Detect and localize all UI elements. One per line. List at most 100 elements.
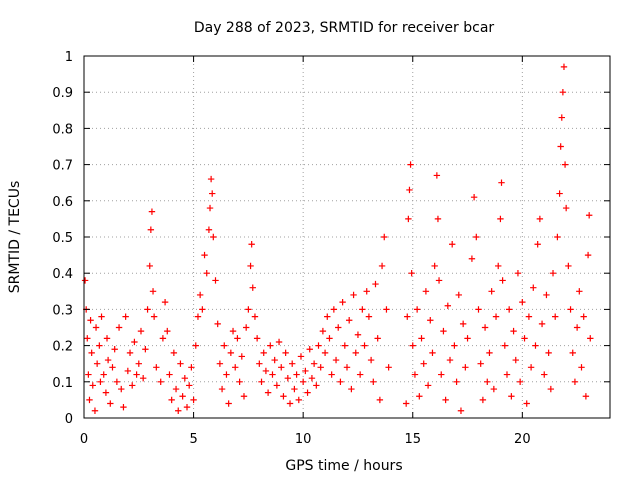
data-point [262, 367, 270, 375]
data-point [503, 371, 511, 378]
data-point [508, 393, 515, 400]
data-point [100, 371, 107, 378]
data-point [139, 374, 147, 382]
data-point [172, 385, 180, 393]
data-point [308, 374, 316, 382]
data-point [179, 393, 186, 400]
data-point [256, 360, 263, 367]
data-point [433, 172, 441, 179]
data-point [278, 364, 285, 371]
data-point [345, 317, 353, 324]
data-point [427, 317, 434, 324]
data-point [150, 313, 158, 320]
data-point [365, 313, 373, 320]
y-tick-label: 0.5 [52, 231, 73, 246]
data-point [370, 378, 377, 385]
data-point [479, 396, 487, 404]
data-point [468, 255, 476, 262]
x-tick-labels: 0 5 10 15 20 [80, 432, 531, 447]
data-point [210, 233, 217, 241]
data-point [422, 288, 430, 295]
data-point [218, 385, 226, 393]
data-point [512, 356, 519, 364]
data-point [126, 349, 134, 357]
data-point [207, 175, 215, 183]
data-point [177, 360, 184, 367]
data-point [541, 371, 548, 378]
data-point [98, 313, 105, 320]
data-point [532, 342, 539, 349]
data-point [115, 324, 123, 331]
data-point [473, 233, 480, 241]
data-point [251, 313, 259, 320]
data-point [142, 346, 149, 353]
data-point [183, 403, 191, 411]
x-tick-label: 0 [80, 432, 88, 447]
data-point [573, 324, 581, 331]
data-point [361, 342, 368, 349]
data-point [543, 291, 550, 299]
data-point [359, 306, 366, 313]
data-point [514, 270, 522, 277]
data-point [120, 403, 127, 411]
x-axis-label: GPS time / hours [285, 458, 402, 474]
data-point [578, 364, 585, 371]
data-point [519, 298, 526, 306]
data-point [332, 356, 340, 364]
data-point [385, 364, 392, 371]
data-point [133, 371, 140, 378]
data-point [271, 356, 278, 364]
data-point [93, 360, 101, 367]
data-point [431, 262, 438, 270]
data-point [567, 306, 574, 313]
data-point [236, 378, 243, 385]
data-point [161, 298, 169, 306]
y-tick-label: 0.2 [52, 340, 73, 355]
data-point [442, 396, 449, 404]
y-tick-label: 0 [65, 412, 73, 427]
data-point [87, 317, 94, 324]
data-point [267, 342, 274, 349]
data-point [565, 262, 572, 270]
data-point [299, 378, 307, 385]
data-point [571, 378, 579, 385]
data-point [275, 338, 283, 346]
data-point [232, 364, 239, 371]
data-point [343, 364, 351, 371]
data-point [229, 327, 237, 335]
data-point [245, 306, 252, 313]
y-tick-label: 0.8 [52, 122, 73, 137]
data-point [530, 284, 537, 291]
data-point [587, 335, 594, 342]
data-point [510, 327, 517, 335]
data-point [383, 306, 390, 313]
data-point [227, 349, 235, 357]
data-point [549, 270, 557, 277]
data-point [409, 342, 416, 349]
data-point [147, 226, 155, 233]
data-point [221, 342, 228, 349]
data-point [164, 327, 171, 335]
data-point [129, 382, 136, 389]
data-point [429, 349, 436, 357]
data-point [157, 378, 164, 385]
data-point [205, 226, 213, 233]
data-point [104, 356, 112, 364]
data-point [282, 349, 289, 357]
data-point [214, 320, 221, 328]
data-point [462, 364, 469, 371]
data-point [206, 204, 214, 212]
data-point [149, 288, 157, 295]
data-point [335, 324, 342, 331]
data-point [438, 371, 445, 378]
data-point [484, 378, 491, 385]
data-point [247, 262, 254, 270]
data-point [486, 349, 493, 357]
data-point [561, 161, 569, 168]
data-point [354, 331, 362, 338]
data-point [378, 262, 386, 270]
data-point [293, 371, 300, 378]
data-point [269, 371, 276, 378]
data-point [107, 400, 114, 407]
